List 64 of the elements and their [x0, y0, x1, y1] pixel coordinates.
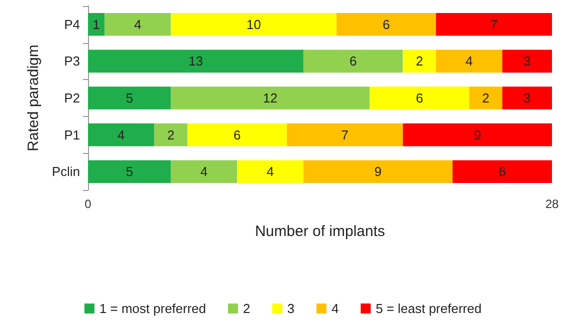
data-label: 7: [341, 127, 348, 142]
bar: [88, 12, 105, 36]
bar: [104, 12, 171, 36]
data-label: 6: [416, 90, 424, 106]
bar: [88, 86, 171, 110]
bar: [303, 160, 453, 184]
data-label: 13: [188, 54, 203, 69]
bar: [170, 86, 370, 110]
data-label: 3: [524, 54, 531, 69]
data-label: 1: [92, 16, 100, 32]
data-label: 6: [382, 16, 390, 32]
data-label: 2: [416, 54, 424, 69]
data-label: 12: [263, 90, 278, 106]
bar: [502, 86, 552, 110]
data-label: 6: [498, 164, 506, 180]
bar: [187, 123, 287, 146]
bar: [370, 86, 470, 110]
legend-label: 5 = least preferred: [376, 301, 482, 316]
data-label: 9: [474, 127, 482, 142]
bar: [88, 160, 171, 184]
bar: [170, 160, 238, 184]
data-label: 4: [466, 54, 473, 69]
bar: [436, 12, 552, 36]
data-label: 4: [266, 164, 274, 180]
bar: [303, 50, 403, 73]
data-label: 2: [167, 127, 174, 142]
bar: [436, 50, 502, 73]
data-label: 5: [126, 164, 134, 180]
bar: [469, 86, 502, 110]
y-tick-label: Pclin: [52, 164, 80, 180]
y-tick-label: P3: [64, 54, 80, 69]
data-label: 6: [350, 54, 357, 69]
x-axis-title: Number of implants: [254, 223, 386, 240]
bar: [170, 12, 337, 36]
legend-label: 4: [331, 301, 339, 316]
y-tick-label: P2: [64, 90, 80, 106]
y-tick-label: P4: [64, 16, 80, 32]
data-label: 6: [234, 127, 241, 142]
bar: [336, 12, 436, 36]
data-label: 7: [490, 16, 498, 32]
legend-label: 3: [287, 301, 294, 316]
y-axis-title: Rated paradigm: [24, 44, 42, 152]
y-tick-label: P1: [64, 127, 80, 142]
data-label: 4: [118, 127, 125, 142]
data-label: 3: [524, 90, 531, 106]
bar: [237, 160, 304, 184]
x-tick-label: 0: [84, 197, 92, 211]
bar: [402, 50, 436, 73]
bar: [154, 123, 188, 146]
legend-label: 2: [243, 301, 250, 316]
bar: [286, 123, 403, 146]
data-label: 2: [482, 90, 490, 106]
bar: [88, 123, 154, 146]
bar: [402, 123, 552, 146]
data-label: 4: [134, 16, 142, 32]
data-label: 10: [246, 16, 261, 32]
data-label: 4: [200, 164, 208, 180]
legend-label: 1 = most preferred: [99, 301, 206, 316]
x-tick-label: 28: [545, 197, 559, 211]
data-label: 5: [126, 90, 134, 106]
bar: [502, 50, 552, 73]
bar: [88, 50, 304, 73]
data-label: 9: [374, 164, 382, 180]
bar: [452, 160, 552, 184]
